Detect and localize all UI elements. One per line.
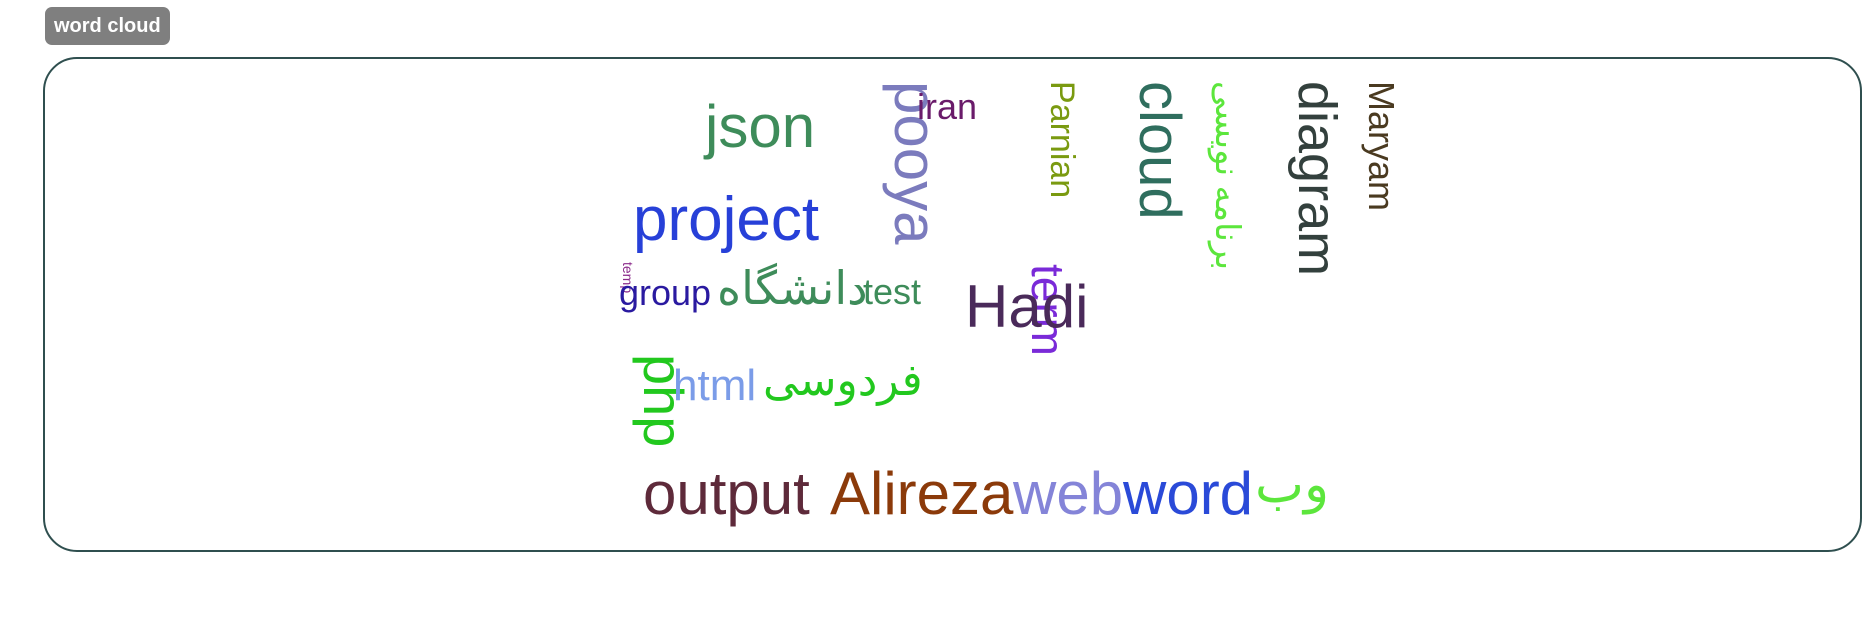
- word-json: json: [705, 93, 816, 160]
- word-vab: وب: [1255, 455, 1330, 515]
- word-alireza: Alireza: [830, 460, 1014, 527]
- word-group: group: [619, 272, 712, 313]
- word-project: project: [633, 185, 820, 254]
- word-iran: iran: [917, 86, 978, 127]
- word-diagram: diagram: [1287, 81, 1347, 277]
- word-html: html: [673, 361, 757, 410]
- word-output: output: [643, 460, 810, 527]
- word-ferdowsi: فردوسی: [763, 355, 923, 406]
- word-cloud: cloud: [1127, 81, 1192, 220]
- word-cloud-badge: word cloud: [45, 7, 170, 45]
- word-parnian: Parnian: [1043, 81, 1081, 199]
- word-maryam: Maryam: [1361, 81, 1402, 212]
- word-web: web: [1013, 460, 1124, 527]
- word-word: word: [1123, 460, 1254, 527]
- word-test: test: [863, 271, 922, 312]
- word-barnameh-nevisi: برنامه نویسی: [1208, 81, 1246, 271]
- word-cloud-panel: json pooya iran Parnian cloud برنامه نوی…: [43, 57, 1862, 552]
- word-hadi: Hadi: [965, 273, 1089, 340]
- word-daneshgah: دانشگاه: [717, 261, 868, 315]
